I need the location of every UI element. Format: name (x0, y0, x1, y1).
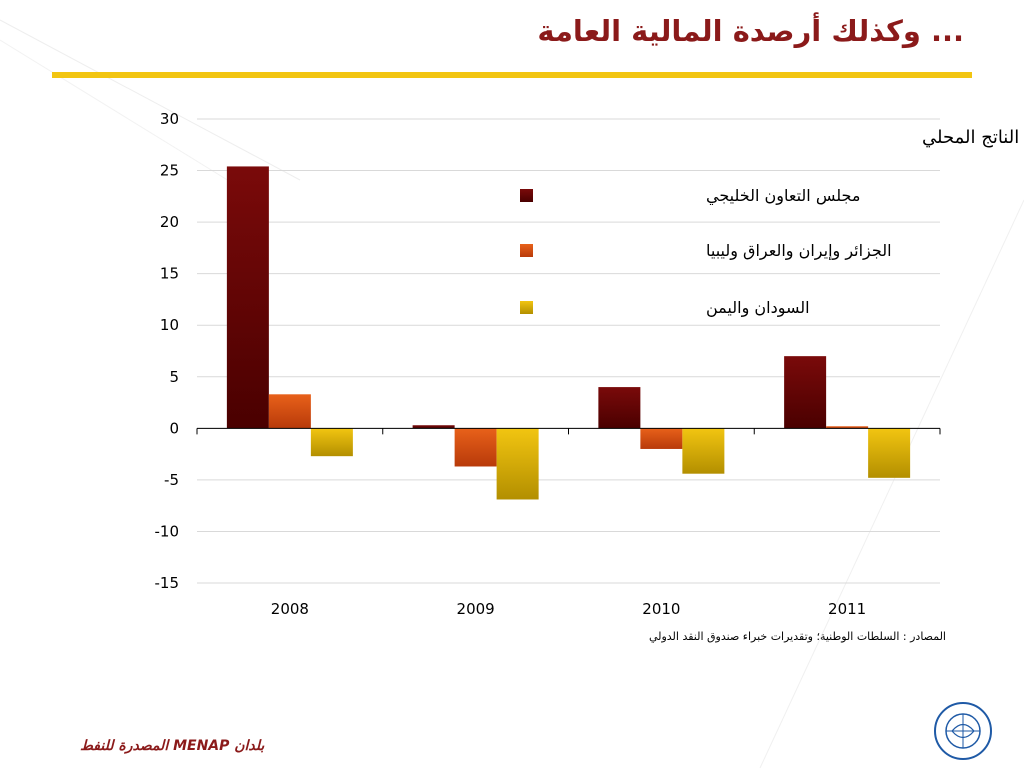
legend-label: الجزائر وإيران والعراق وليبيا (706, 241, 892, 261)
legend: أرصدة المالية العامة، % من إجمالي الناتج… (520, 125, 1024, 318)
legend-label: السودان واليمن (706, 298, 810, 318)
y-tick-label: 30 (160, 110, 179, 128)
x-tick-label: 2011 (828, 600, 866, 618)
y-tick-label: 25 (160, 162, 179, 180)
bar-2010-series-2 (640, 428, 683, 449)
bar-2011-series-3 (868, 428, 911, 478)
chart-title: أرصدة المالية العامة، % من إجمالي الناتج… (922, 125, 1024, 148)
bar-2009-series-2 (454, 428, 497, 467)
axes (196, 427, 941, 435)
y-tick-label: 10 (160, 316, 179, 334)
bars (226, 166, 911, 500)
y-tick-label: -10 (155, 522, 180, 540)
bar-2008-series-3 (310, 428, 353, 457)
x-tick-label: 2009 (457, 600, 495, 618)
legend-swatch (520, 301, 533, 314)
source-note: المصادر : السلطات الوطنية؛ وتقديرات خبرا… (648, 630, 946, 643)
bar-2010-series-3 (682, 428, 725, 474)
bar-2011-series-1 (784, 356, 827, 429)
title-underline (52, 72, 972, 78)
y-tick-label: 5 (169, 368, 179, 386)
bar-2011-series-2 (826, 426, 869, 429)
tick-labels: 30 25 20 15 10 5 0 -5 -10 -15 2008 2009 2010 2011 (155, 110, 867, 618)
y-tick-label: -5 (164, 471, 179, 489)
bar-2008-series-1 (226, 166, 269, 429)
slide-title: ... وكذلك أرصدة المالية العامة (537, 14, 964, 48)
y-tick-label: 20 (160, 213, 179, 231)
bar-2009-series-1 (412, 425, 455, 429)
x-tick-label: 2010 (642, 600, 680, 618)
bar-2010-series-1 (598, 387, 641, 429)
x-tick-label: 2008 (271, 600, 309, 618)
y-tick-label: -15 (155, 574, 180, 592)
y-tick-label: 0 (169, 419, 179, 437)
fiscal-balance-chart: 30 25 20 15 10 5 0 -5 -10 -15 2008 2009 2010 2011 أرص… (155, 110, 1024, 618)
imf-seal-icon (934, 702, 992, 760)
legend-label: مجلس التعاون الخليجي (706, 186, 860, 206)
y-tick-label: 15 (160, 265, 179, 283)
bar-2008-series-2 (268, 394, 311, 429)
legend-swatch (520, 244, 533, 257)
footer-label: بلدان MENAP المصدرة للنفط (80, 738, 265, 754)
legend-swatch (520, 189, 533, 202)
bar-2009-series-3 (496, 428, 539, 500)
